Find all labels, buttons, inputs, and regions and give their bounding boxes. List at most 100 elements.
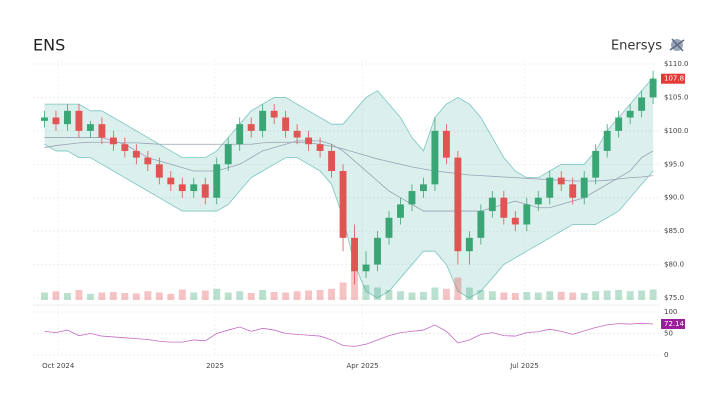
- volume-bar: [52, 291, 60, 300]
- volume-bar: [259, 290, 267, 300]
- volume-bar: [75, 290, 83, 300]
- candle-body: [397, 204, 404, 218]
- candle-body: [465, 237, 473, 252]
- candle-body: [557, 177, 565, 185]
- volume-bar: [282, 292, 290, 300]
- volume-bar: [132, 293, 140, 300]
- volume-bar: [316, 290, 324, 300]
- candle-body: [362, 264, 370, 272]
- candle-body: [442, 130, 450, 158]
- volume-bar: [374, 287, 381, 300]
- volume-bar: [569, 292, 577, 300]
- candle-body: [649, 78, 657, 98]
- candle-body: [270, 110, 278, 118]
- candle-body: [419, 184, 427, 192]
- bollinger-band-area: [44, 77, 654, 298]
- candle-body: [64, 110, 71, 125]
- y-tick-label: $110.0: [664, 60, 689, 68]
- volume-bar: [385, 290, 393, 300]
- sma-50: [44, 137, 654, 212]
- candle-body: [603, 130, 611, 151]
- candle-body: [546, 177, 554, 198]
- candle-body: [500, 197, 508, 218]
- volume-bar: [454, 277, 462, 300]
- volume-bar: [121, 293, 129, 300]
- volume-bar: [419, 292, 427, 300]
- y-tick-label: $90.0: [664, 194, 684, 202]
- candle-body: [408, 191, 416, 205]
- volume-bar: [201, 290, 209, 300]
- volume-bar: [236, 291, 244, 300]
- candle-body: [52, 117, 60, 125]
- volume-bar: [465, 287, 473, 300]
- volume-bar: [98, 292, 106, 300]
- candle-body: [523, 204, 531, 225]
- candle-body: [259, 110, 267, 131]
- candle-body: [431, 130, 439, 185]
- candle-body: [374, 237, 381, 265]
- candle-body: [592, 150, 600, 178]
- volume-bar: [649, 289, 657, 300]
- candle-body: [282, 117, 290, 131]
- candle-body: [511, 217, 519, 225]
- rsi-tick-label: 0: [664, 351, 668, 359]
- candle-body: [236, 124, 244, 145]
- candle-body: [351, 237, 358, 272]
- candle-body: [477, 211, 485, 238]
- candle-body: [626, 110, 634, 118]
- volume-bar: [557, 291, 565, 300]
- candle-body: [190, 184, 198, 192]
- volume-bar: [41, 292, 48, 300]
- ticker-title: ENS: [33, 36, 65, 55]
- candle-body: [339, 170, 347, 238]
- volume-bar: [362, 285, 370, 300]
- candle-body: [41, 117, 48, 121]
- candle-body: [178, 184, 186, 192]
- volume-bar: [488, 291, 496, 300]
- y-tick-label: $75.0: [664, 294, 684, 302]
- band-lower: [44, 143, 654, 299]
- volume-bar: [534, 292, 542, 300]
- candle-body: [534, 197, 542, 205]
- volume-bar: [580, 293, 588, 300]
- volume-bar: [397, 291, 404, 300]
- volume-bar: [305, 290, 313, 300]
- y-tick-label: $80.0: [664, 261, 684, 269]
- volume-bar: [603, 290, 611, 300]
- candle-body: [385, 217, 393, 238]
- candle-body: [75, 110, 83, 131]
- candle-body: [155, 164, 163, 178]
- candle-body: [316, 144, 324, 151]
- volume-bar: [270, 292, 278, 300]
- rsi-tick-label: 100: [664, 308, 677, 316]
- rsi-tick-label: 50: [664, 330, 673, 338]
- volume-bar: [247, 293, 255, 300]
- volume-bar: [178, 289, 186, 300]
- volume-bar: [546, 291, 554, 300]
- volume-bar: [167, 293, 175, 300]
- volume-bar: [64, 293, 71, 300]
- band-upper: [44, 77, 654, 179]
- x-tick-label: 2025: [206, 362, 224, 370]
- candle-body: [569, 184, 577, 198]
- x-tick-label: Apr 2025: [346, 362, 378, 370]
- last-rsi-label: 72.14: [664, 320, 685, 328]
- candle-body: [132, 150, 140, 158]
- x-tick-label: Oct 2024: [42, 362, 75, 370]
- last-rsi-box: [661, 318, 685, 329]
- candle-body: [224, 144, 232, 165]
- rsi-line: [44, 322, 654, 347]
- volume-bar: [477, 290, 485, 300]
- candle-body: [201, 184, 209, 198]
- last-price-box: [661, 73, 685, 84]
- volume-bar: [592, 291, 600, 300]
- volume-bar: [190, 292, 198, 300]
- volume-bar: [293, 291, 301, 300]
- y-tick-label: $100.0: [664, 127, 689, 135]
- candle-body: [167, 177, 175, 185]
- volume-bar: [339, 282, 347, 300]
- volume-bar: [408, 292, 416, 300]
- volume-bar: [511, 293, 519, 300]
- volume-bar: [109, 292, 117, 300]
- volume-bar: [500, 292, 508, 300]
